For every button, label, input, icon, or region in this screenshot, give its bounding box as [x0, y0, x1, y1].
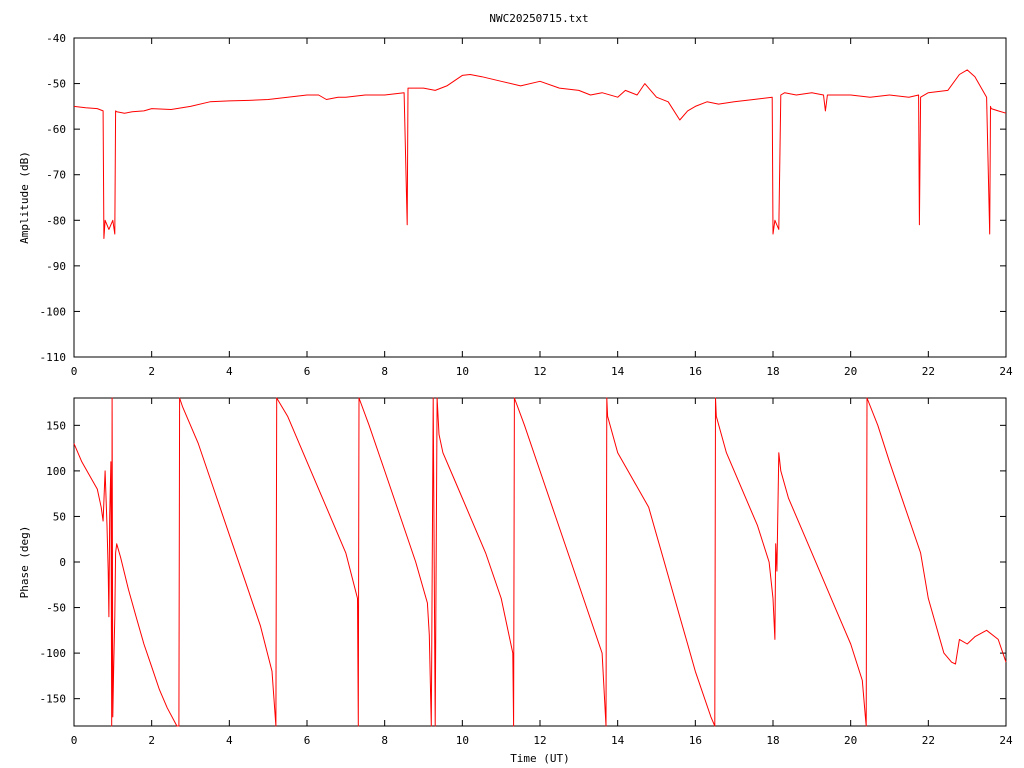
phase-y-tick-label: -50 [46, 602, 66, 615]
amplitude-x-tick-label: 20 [844, 365, 857, 378]
phase-y-tick-label: 100 [46, 465, 66, 478]
amplitude-y-tick-label: -90 [46, 260, 66, 273]
amplitude-x-tick-label: 22 [922, 365, 935, 378]
phase-x-tick-label: 12 [533, 734, 546, 747]
amplitude-x-tick-label: 2 [148, 365, 155, 378]
amplitude-y-tick-label: -40 [46, 32, 66, 45]
amplitude-x-tick-label: 0 [71, 365, 78, 378]
phase-x-tick-label: 16 [689, 734, 702, 747]
amplitude-x-tick-label: 10 [456, 365, 469, 378]
amplitude-x-tick-label: 24 [999, 365, 1013, 378]
amplitude-series-line [73, 69, 1007, 239]
phase-x-tick-label: 24 [999, 734, 1013, 747]
phase-x-tick-label: 8 [381, 734, 388, 747]
phase-x-tick-label: 6 [304, 734, 311, 747]
amplitude-x-tick-label: 8 [381, 365, 388, 378]
amplitude-y-tick-label: -100 [40, 305, 67, 318]
amplitude-x-tick-label: 18 [766, 365, 779, 378]
phase-x-tick-label: 22 [922, 734, 935, 747]
phase-y-tick-label: -100 [40, 647, 67, 660]
phase-y-tick-label: 0 [59, 556, 66, 569]
phase-y-axis-title: Phase (deg) [18, 526, 31, 599]
phase-x-tick-label: 14 [611, 734, 625, 747]
amplitude-plot-frame [73, 37, 1007, 358]
phase-y-tick-label: -150 [40, 693, 67, 706]
phase-x-tick-label: 20 [844, 734, 857, 747]
amplitude-y-axis-title: Amplitude (dB) [18, 151, 31, 244]
phase-series-line [73, 397, 1007, 727]
phase-x-axis-title: Time (UT) [510, 752, 570, 765]
amplitude-x-tick-label: 14 [611, 365, 625, 378]
amplitude-x-tick-label: 12 [533, 365, 546, 378]
phase-x-tick-label: 0 [71, 734, 78, 747]
phase-x-tick-label: 18 [766, 734, 779, 747]
phase-y-tick-label: 150 [46, 419, 66, 432]
amplitude-x-tick-label: 6 [304, 365, 311, 378]
phase-x-tick-label: 10 [456, 734, 469, 747]
amplitude-y-tick-label: -80 [46, 214, 66, 227]
amplitude-y-tick-label: -110 [40, 351, 67, 364]
amplitude-y-tick-label: -60 [46, 123, 66, 136]
amplitude-x-tick-label: 4 [226, 365, 233, 378]
chart-title: NWC20250715.txt [489, 12, 588, 25]
phase-x-tick-label: 4 [226, 734, 233, 747]
amplitude-x-tick-label: 16 [689, 365, 702, 378]
amplitude-y-tick-label: -50 [46, 78, 66, 91]
phase-x-tick-label: 2 [148, 734, 155, 747]
phase-panel: 0 2 4 6 8 10 12 14 16 18 20 22 24150100500-50-100-15… [18, 397, 1013, 765]
amplitude-panel: 0 2 4 6 8 10 12 14 16 18 20 22 24-40-50-60-70-80-90-… [18, 32, 1013, 378]
amplitude-y-tick-label: -70 [46, 169, 66, 182]
phase-y-tick-label: 50 [53, 510, 66, 523]
